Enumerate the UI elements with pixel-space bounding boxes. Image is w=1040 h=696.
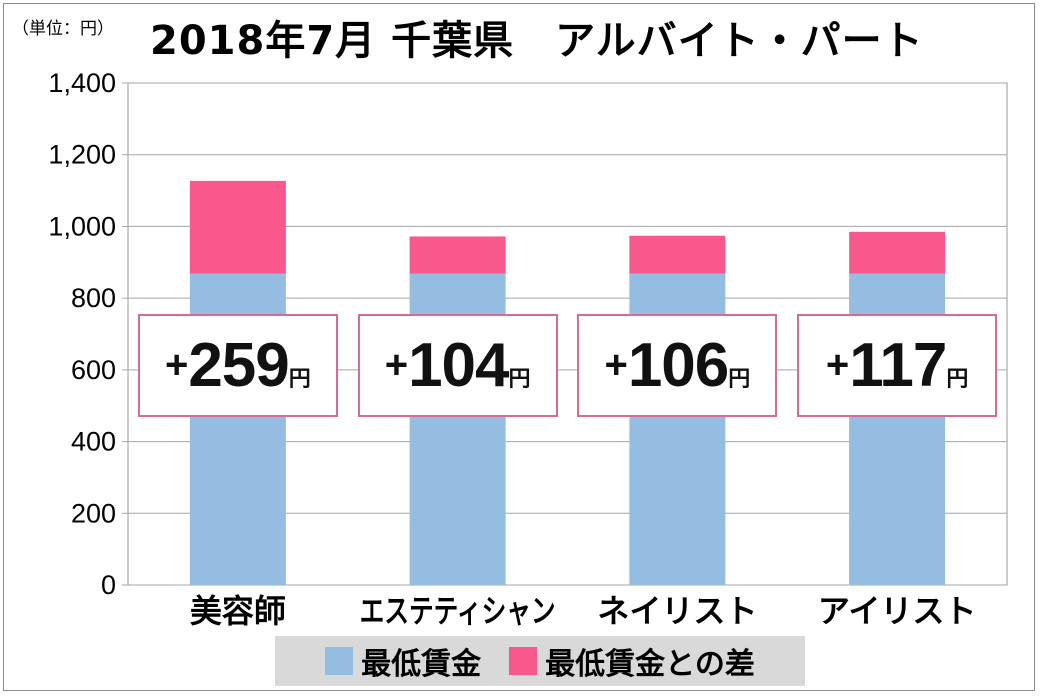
difference-sign: +: [604, 343, 628, 387]
bar-difference: [629, 235, 726, 274]
difference-unit: 円: [508, 366, 531, 392]
difference-unit: 円: [728, 366, 751, 392]
difference-box: +259 円: [137, 314, 338, 417]
x-category-label: エステティシャン: [360, 592, 556, 630]
bar-difference: [189, 180, 286, 274]
difference-sign: +: [825, 343, 850, 387]
legend-item-min-wage: 最低賃金: [325, 639, 481, 683]
y-tick-label: 400: [71, 427, 116, 457]
difference-value: 259: [188, 331, 289, 400]
bar-difference: [849, 231, 946, 274]
difference-sign: +: [164, 343, 189, 387]
difference-value: 104: [408, 331, 509, 400]
difference-unit: 円: [946, 366, 969, 392]
difference-value: 106: [627, 331, 729, 400]
unit-label: （単位：円）: [12, 19, 114, 39]
y-tick-label: 1,400: [48, 68, 116, 98]
legend-swatch-difference: [509, 647, 538, 675]
x-category-label: アイリスト: [818, 592, 976, 630]
difference-value: 117: [849, 331, 947, 400]
difference-box: +117 円: [797, 314, 998, 417]
legend-label-min-wage: 最低賃金: [361, 647, 482, 682]
chart-title: 2018年7月 千葉県 アルバイト・パート: [150, 18, 924, 64]
y-tick-label: 600: [71, 355, 116, 385]
legend-swatch-min-wage: [325, 647, 354, 675]
legend-label-difference: 最低賃金との差: [545, 647, 755, 682]
difference-box: +104 円: [357, 314, 558, 417]
y-tick-label: 200: [71, 498, 116, 528]
bar-difference: [409, 236, 506, 274]
difference-unit: 円: [288, 366, 311, 392]
legend-item-difference: 最低賃金との差: [509, 639, 755, 683]
y-tick-label: 1,000: [48, 211, 116, 241]
legend: 最低賃金 最低賃金との差: [275, 636, 805, 686]
y-tick-label: 1,200: [48, 140, 116, 170]
y-tick-label: 0: [101, 570, 116, 600]
difference-sign: +: [384, 343, 409, 387]
x-category-label: ネイリスト: [597, 592, 757, 630]
x-category-label: 美容師: [190, 592, 286, 630]
difference-box: +106 円: [577, 314, 778, 417]
y-tick-label: 800: [71, 283, 116, 313]
